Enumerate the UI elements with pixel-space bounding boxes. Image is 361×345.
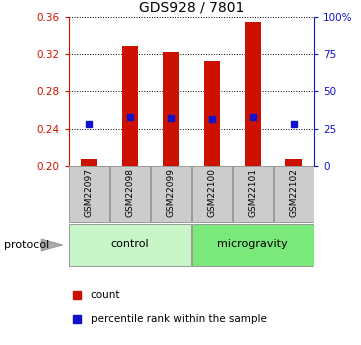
Text: protocol: protocol [4, 240, 49, 250]
Text: microgravity: microgravity [217, 239, 288, 249]
FancyBboxPatch shape [274, 166, 314, 222]
Bar [244, 22, 261, 166]
Bar [122, 46, 138, 166]
FancyBboxPatch shape [192, 224, 314, 266]
Title: GDS928 / 7801: GDS928 / 7801 [139, 1, 244, 15]
Bar [286, 159, 302, 166]
Bar [204, 61, 220, 166]
FancyBboxPatch shape [151, 166, 191, 222]
FancyBboxPatch shape [232, 166, 273, 222]
Text: GSM22099: GSM22099 [166, 168, 175, 217]
FancyBboxPatch shape [110, 166, 150, 222]
Text: GSM22102: GSM22102 [289, 168, 298, 217]
Text: GSM22100: GSM22100 [207, 168, 216, 217]
Text: GSM22097: GSM22097 [84, 168, 93, 217]
FancyBboxPatch shape [192, 166, 232, 222]
FancyBboxPatch shape [69, 224, 191, 266]
Text: percentile rank within the sample: percentile rank within the sample [91, 314, 266, 324]
Text: count: count [91, 290, 120, 300]
Bar [163, 52, 179, 166]
Text: control: control [111, 239, 149, 249]
Text: GSM22098: GSM22098 [126, 168, 134, 217]
Polygon shape [41, 239, 63, 251]
FancyBboxPatch shape [69, 166, 109, 222]
Bar [81, 159, 97, 166]
Text: GSM22101: GSM22101 [248, 168, 257, 217]
